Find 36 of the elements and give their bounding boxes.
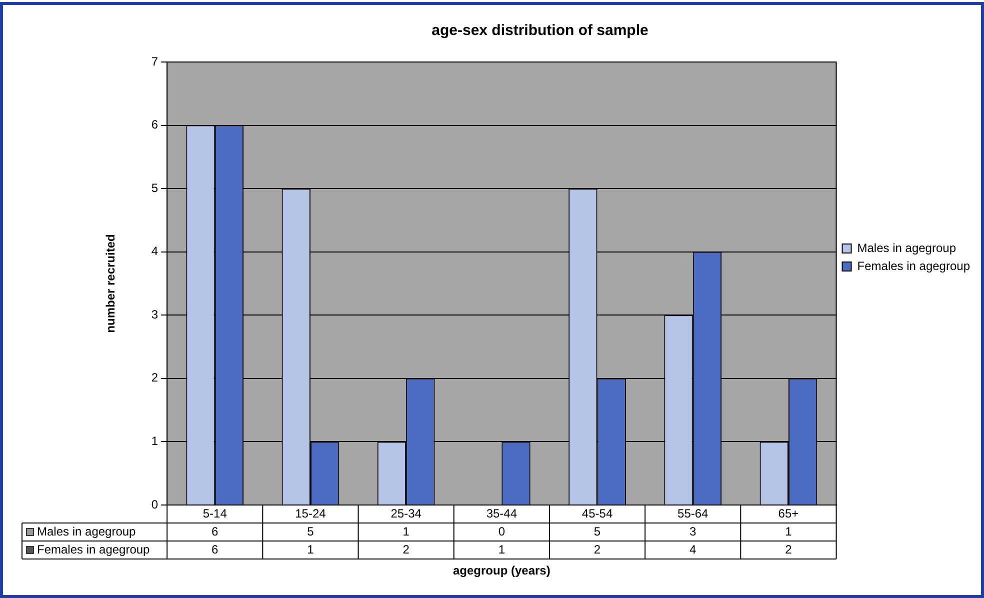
legend-label: Males in agegroup xyxy=(857,240,956,255)
data-label: 5 xyxy=(307,524,314,538)
data-label: 1 xyxy=(785,524,792,538)
data-label: 3 xyxy=(690,524,697,538)
y-tick-label: 4 xyxy=(151,244,158,258)
y-tick-label: 5 xyxy=(151,180,158,195)
y-tick-label: 3 xyxy=(151,307,158,322)
data-label: 1 xyxy=(498,542,506,556)
chart-title: age-sex distribution of sample xyxy=(432,22,648,40)
data-label: 5 xyxy=(594,524,601,538)
data-label: 6 xyxy=(212,542,219,556)
x-tick-label: 45-54 xyxy=(582,506,613,520)
data-label: 2 xyxy=(594,542,601,556)
y-axis-title: number recruited xyxy=(104,234,118,333)
x-tick-label: 35-44 xyxy=(486,506,518,520)
data-label: 4 xyxy=(690,542,697,556)
x-tick-label: 15-24 xyxy=(295,506,326,520)
data-label: 2 xyxy=(785,542,792,556)
data-label: 1 xyxy=(307,542,314,556)
y-tick-label: 6 xyxy=(151,118,158,132)
y-tick-label: 7 xyxy=(151,54,158,68)
y-tick-label: 1 xyxy=(151,434,158,448)
data-label: 0 xyxy=(498,524,506,538)
legend-label: Females in agegroup xyxy=(857,258,970,273)
data-label: 2 xyxy=(402,542,410,556)
data-label: 1 xyxy=(402,524,410,538)
data-label: 6 xyxy=(212,524,219,538)
x-tick-label: 5-14 xyxy=(202,506,228,520)
x-axis-title: agegroup (years) xyxy=(452,563,550,578)
x-tick-label: 55-64 xyxy=(678,506,709,520)
y-tick-label: 2 xyxy=(151,370,158,385)
text: Males in agegroup xyxy=(37,524,136,538)
text: Females in agegroup xyxy=(37,542,150,556)
x-tick-label: 65+ xyxy=(778,506,799,520)
x-tick-label: 25-34 xyxy=(390,506,422,520)
y-tick-label: 0 xyxy=(151,497,158,512)
